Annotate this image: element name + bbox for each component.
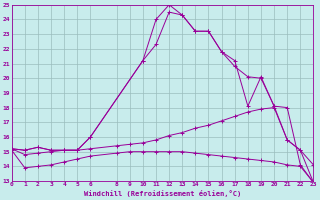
X-axis label: Windchill (Refroidissement éolien,°C): Windchill (Refroidissement éolien,°C) (84, 190, 241, 197)
